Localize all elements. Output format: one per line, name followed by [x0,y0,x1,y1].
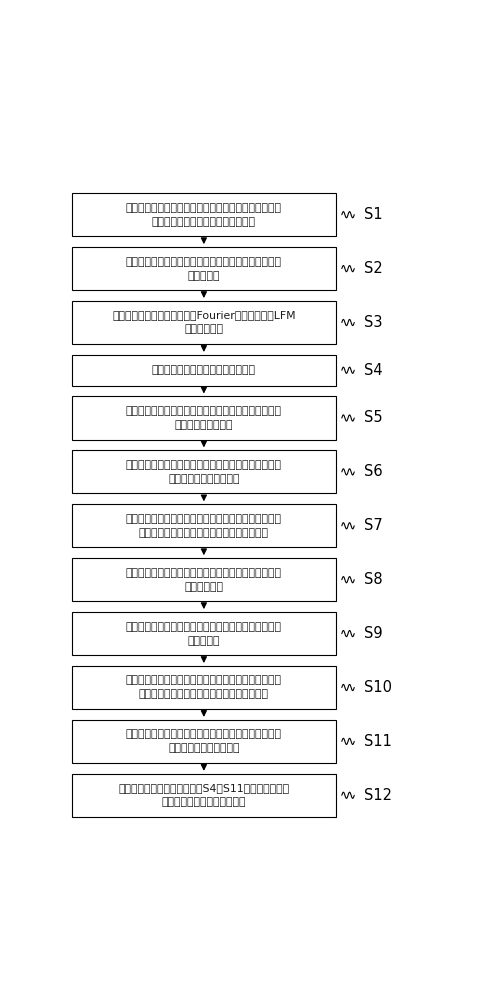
Text: 根据仿真的宽带混响时间序列长度，确定海面散射元、
体积散射元、海底散射元的分布范围: 根据仿真的宽带混响时间序列长度，确定海面散射元、 体积散射元、海底散射元的分布范… [126,203,282,227]
Bar [72,396,335,440]
Text: S2: S2 [363,261,382,276]
Text: S12: S12 [363,788,392,803]
Bar [72,450,335,493]
Text: 计算同一时刻的海面散射元、体积散射元和海底散射元
散射回波信号: 计算同一时刻的海面散射元、体积散射元和海底散射元 散射回波信号 [126,568,282,592]
Bar [72,720,335,763]
Text: S10: S10 [363,680,392,695]
Text: 计算不同子带下海面散射元、体积散射元和海底散射元
的本征值和本征函数: 计算不同子带下海面散射元、体积散射元和海底散射元 的本征值和本征函数 [126,406,282,430]
Text: 计算不同子带下海面散射元、体积散射元和海底散射元
的散射强度及散射元面积: 计算不同子带下海面散射元、体积散射元和海底散射元 的散射强度及散射元面积 [126,460,282,484]
Bar [72,355,335,386]
Bar [72,612,335,655]
Bar [72,193,335,236]
Text: S4: S4 [363,363,382,378]
Text: 计算各子带的海面散射元、体积散射元和海底散射元混
响时间序列: 计算各子带的海面散射元、体积散射元和海底散射元混 响时间序列 [126,622,282,646]
Text: 设定各混响散射元随机扰动所引起的散射回波幅度和相
位调制信号: 设定各混响散射元随机扰动所引起的散射回波幅度和相 位调制信号 [126,257,282,281]
Text: S8: S8 [363,572,382,587]
Text: 将各子带的海面散射元、体积散射元和海底散射元混响
时间序列叠加得到各子带的海洋混响时间序列: 将各子带的海面散射元、体积散射元和海底散射元混响 时间序列叠加得到各子带的海洋混… [126,675,282,699]
Bar [72,504,335,547]
Bar [72,301,335,344]
Bar [72,247,335,290]
Text: 将仿真的宽带信号通过分数阶Fourier变换进行连续LFM
信号子带分解: 将仿真的宽带信号通过分数阶Fourier变换进行连续LFM 信号子带分解 [112,311,296,335]
Text: S3: S3 [363,315,382,330]
Text: S11: S11 [363,734,392,749]
Text: 将各子带的海洋混响时间序列叠加得到某一接收阵元处
的海洋宽带混响时间序列: 将各子带的海洋混响时间序列叠加得到某一接收阵元处 的海洋宽带混响时间序列 [126,729,282,753]
Text: 计算不同子带下各阶简正波经海面散射元、体积散射元
和海底散射元到收、发阵元间的时延及多普勒: 计算不同子带下各阶简正波经海面散射元、体积散射元 和海底散射元到收、发阵元间的时… [126,514,282,538]
Text: S5: S5 [363,410,382,425]
Text: 更新接收阵元坐标，重复步骤S4至S11得到不同接收阵
元处的海洋宽带混响时间序列: 更新接收阵元坐标，重复步骤S4至S11得到不同接收阵 元处的海洋宽带混响时间序列 [118,783,289,807]
Text: 采用点散射模型，设定接收阵元坐标: 采用点散射模型，设定接收阵元坐标 [152,365,256,375]
Text: S9: S9 [363,626,382,641]
Text: S7: S7 [363,518,382,533]
Text: S1: S1 [363,207,382,222]
Text: S6: S6 [363,464,382,479]
Bar [72,666,335,709]
Bar [72,774,335,817]
Bar [72,558,335,601]
